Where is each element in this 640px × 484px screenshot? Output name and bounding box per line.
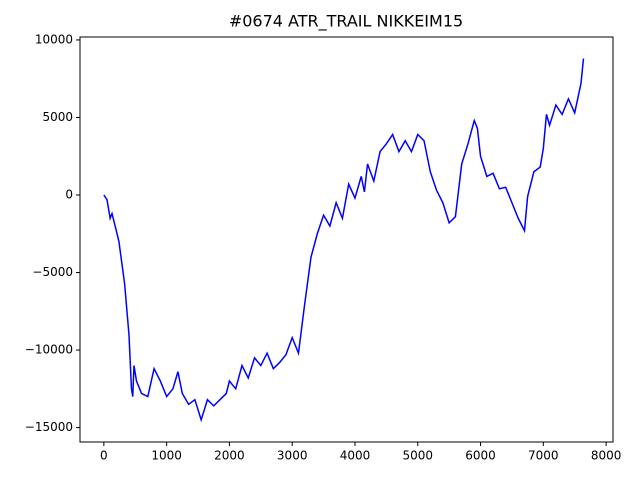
chart-title: #0674 ATR_TRAIL NIKKEIM15 xyxy=(229,12,463,32)
x-tick-label: 0 xyxy=(100,449,108,463)
y-tick-label: −5000 xyxy=(32,265,73,279)
y-tick-label: 0 xyxy=(65,187,73,201)
x-tick-label: 2000 xyxy=(214,449,245,463)
x-tick-label: 3000 xyxy=(277,449,308,463)
x-tick-label: 5000 xyxy=(402,449,433,463)
x-tick-label: 4000 xyxy=(340,449,371,463)
data-line xyxy=(103,58,585,423)
plot-frame xyxy=(79,36,614,443)
x-tick-label: 1000 xyxy=(151,449,182,463)
y-tick-label: −10000 xyxy=(25,343,73,357)
y-tick-label: −15000 xyxy=(25,420,73,434)
y-tick-label: 5000 xyxy=(42,110,73,124)
x-tick-label: 6000 xyxy=(465,449,496,463)
x-tick-label: 8000 xyxy=(591,449,622,463)
x-tick-label: 7000 xyxy=(528,449,559,463)
y-tick-label: 10000 xyxy=(35,32,73,46)
